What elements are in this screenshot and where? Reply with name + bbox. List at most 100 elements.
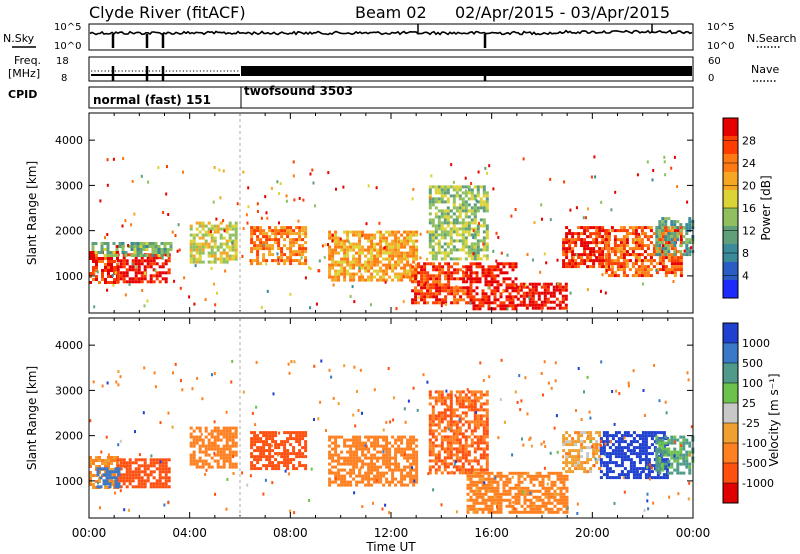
heatmap-cell — [519, 408, 522, 412]
heatmap-cell — [655, 253, 659, 257]
heatmap-cell — [428, 230, 432, 234]
heatmap-cell — [403, 483, 407, 487]
heatmap-cell — [385, 450, 389, 454]
heatmap-cell — [128, 476, 132, 480]
heatmap-cell — [589, 232, 593, 236]
heatmap-cell — [370, 254, 374, 258]
heatmap-cell — [256, 210, 259, 213]
heatmap-cell — [661, 462, 665, 466]
heatmap-cell — [370, 272, 374, 276]
heatmap-cell — [122, 262, 126, 266]
heatmap-cell — [655, 241, 659, 245]
heatmap-cell — [556, 486, 560, 490]
heatmap-cell — [608, 458, 612, 462]
heatmap-cell — [280, 256, 284, 260]
heatmap-cell — [476, 245, 480, 249]
heatmap-cell — [568, 470, 572, 474]
heatmap-cell — [525, 294, 529, 298]
heatmap-cell — [116, 245, 119, 248]
heatmap-cell — [92, 269, 95, 272]
heatmap-cell — [301, 446, 305, 450]
heatmap-cell — [228, 221, 232, 225]
heatmap-cell — [595, 229, 599, 233]
heatmap-cell — [550, 483, 554, 487]
heatmap-cell — [440, 390, 444, 394]
heatmap-cell — [289, 241, 293, 245]
heatmap-cell — [482, 194, 486, 198]
heatmap-cell — [688, 444, 692, 448]
heatmap-cell — [470, 212, 474, 216]
heatmap-cell — [446, 209, 450, 213]
heatmap-cell — [134, 268, 138, 272]
heatmap-cell — [496, 510, 500, 514]
colorbar-tick-label: 16 — [742, 202, 756, 215]
heatmap-cell — [625, 262, 629, 266]
heatmap-cell — [201, 245, 205, 249]
heatmap-cell — [604, 247, 608, 251]
heatmap-cell — [164, 277, 168, 281]
heatmap-cell — [96, 470, 100, 474]
heatmap-cell — [479, 203, 483, 207]
heatmap-cell — [493, 492, 497, 496]
heatmap-cell — [397, 480, 401, 484]
heatmap-cell — [546, 288, 550, 292]
heatmap-cell — [140, 271, 144, 275]
heatmap-cell — [502, 280, 506, 284]
heatmap-cell — [192, 257, 196, 261]
heatmap-cell — [461, 453, 465, 457]
heatmap-cell — [415, 477, 419, 481]
heatmap-cell — [613, 247, 617, 251]
heatmap-cell — [198, 224, 202, 228]
heatmap-cell — [464, 441, 468, 445]
heatmap-cell — [391, 233, 395, 237]
heatmap-cell — [473, 194, 477, 198]
heatmap-cell — [219, 450, 223, 454]
heatmap-cell — [382, 269, 386, 273]
heatmap-cell — [526, 504, 530, 508]
heatmap-cell — [253, 455, 257, 459]
heatmap-cell — [617, 473, 621, 477]
heatmap-cell — [485, 200, 489, 204]
heatmap-cell — [484, 504, 488, 508]
heatmap-cell — [470, 233, 474, 237]
heatmap-cell — [449, 450, 453, 454]
heatmap-cell — [449, 248, 453, 252]
heatmap-cell — [484, 498, 488, 502]
heatmap-cell — [438, 274, 442, 278]
heatmap-cell — [429, 286, 433, 290]
heatmap-cell — [355, 263, 359, 267]
heatmap-cell — [577, 437, 581, 441]
heatmap-cell — [110, 260, 113, 263]
heatmap-cell — [137, 277, 141, 281]
heatmap-cell — [484, 283, 488, 287]
heatmap-cell — [538, 495, 542, 499]
heatmap-cell — [613, 422, 616, 426]
heatmap-cell — [683, 226, 686, 230]
heatmap-cell — [414, 277, 418, 281]
heatmap-cell — [481, 295, 485, 299]
heatmap-cell — [346, 257, 350, 261]
heatmap-cell — [349, 230, 353, 234]
heatmap-cell — [545, 261, 548, 265]
heatmap-cell — [623, 434, 627, 438]
heatmap-cell — [367, 260, 371, 264]
heatmap-cell — [529, 436, 532, 440]
heatmap-cell — [473, 209, 477, 213]
heatmap-cell — [469, 271, 473, 275]
heatmap-cell — [391, 456, 395, 460]
heatmap-cell — [164, 485, 168, 489]
heatmap-cell — [476, 414, 480, 418]
heatmap-cell — [376, 257, 380, 261]
heatmap-cell — [619, 247, 623, 251]
heatmap-cell — [358, 248, 362, 252]
heatmap-cell — [228, 236, 232, 240]
heatmap-cell — [201, 450, 205, 454]
heatmap-cell — [629, 440, 633, 444]
heatmap-cell — [259, 229, 263, 233]
heatmap-cell — [673, 244, 677, 248]
heatmap-cell — [592, 253, 596, 257]
heatmap-cell — [219, 453, 223, 457]
heatmap-cell — [651, 178, 654, 182]
heatmap-cell — [562, 247, 566, 251]
heatmap-cell — [655, 462, 659, 466]
